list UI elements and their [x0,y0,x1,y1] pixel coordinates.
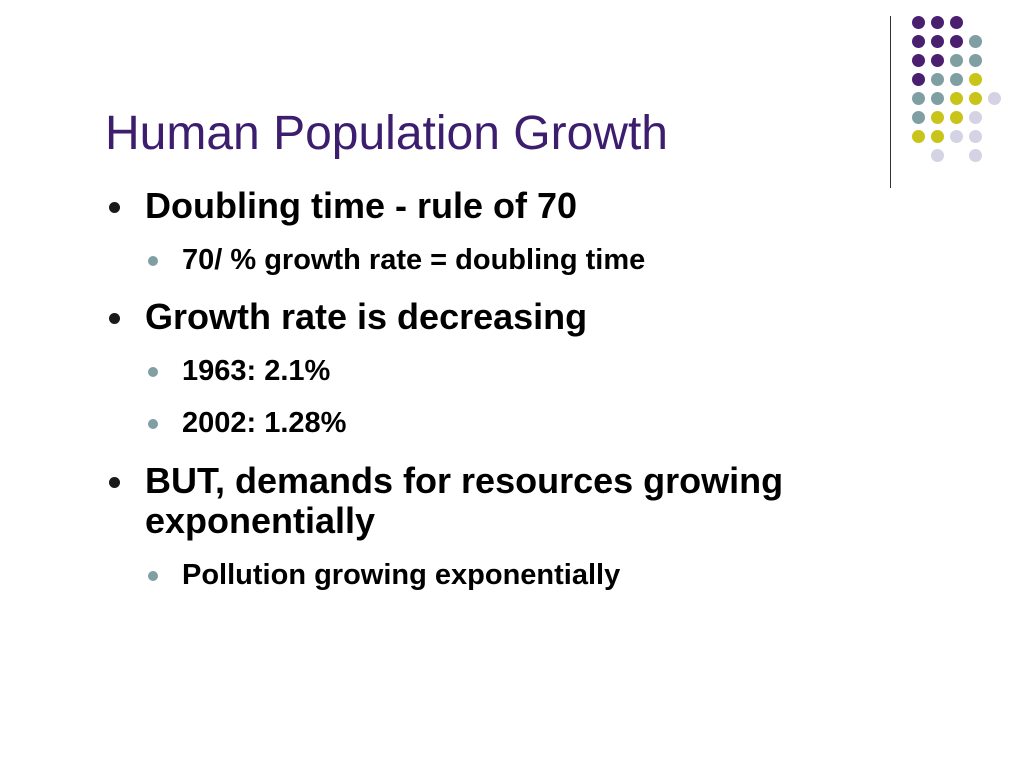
decor-dot [931,54,944,67]
decor-dot [950,111,963,124]
bullet-level1: Doubling time - rule of 70 [105,186,925,226]
decor-dot [969,130,982,143]
decor-dot [969,54,982,67]
decor-dot [931,16,944,29]
decor-dot [912,54,925,67]
bullet-text: Pollution growing exponentially [182,559,621,591]
decor-dot [912,111,925,124]
decor-dot [931,130,944,143]
title-divider-line [890,16,891,188]
bullet-level2: 1963: 2.1% [105,353,925,389]
decor-dot [912,130,925,143]
decor-dot [950,16,963,29]
bullet-level1: BUT, demands for resources growing expon… [105,461,925,541]
decor-dot [969,35,982,48]
decor-dot [969,92,982,105]
decor-dot [931,35,944,48]
decor-dot [931,149,944,162]
bullet-text: 70/ % growth rate = doubling time [182,244,646,276]
bullet-dot-icon [148,571,158,581]
decor-dot [931,92,944,105]
bullet-dot-icon [148,256,158,266]
dot-grid-icon [908,12,1008,172]
decor-dot [931,111,944,124]
bullet-level2: Pollution growing exponentially [105,557,925,593]
bullet-text: 2002: 1.28% [182,407,347,439]
decor-dot [950,54,963,67]
decor-dot [950,130,963,143]
slide-title: Human Population Growth [105,107,668,160]
decor-dot [950,73,963,86]
bullet-text: BUT, demands for resources growing expon… [145,460,784,541]
decor-dot [988,92,1001,105]
bullet-dot-icon [148,419,158,429]
decor-dot [950,35,963,48]
bullet-level1: Growth rate is decreasing [105,297,925,337]
bullet-dot-icon [148,367,158,377]
slide-body: Doubling time - rule of 70 70/ % growth … [105,180,925,593]
decor-dot [912,73,925,86]
bullet-text: 1963: 2.1% [182,355,331,387]
decor-dot [912,35,925,48]
bullet-level2: 2002: 1.28% [105,405,925,441]
bullet-dot-icon [109,202,120,213]
decor-dot [950,92,963,105]
bullet-text: Growth rate is decreasing [145,296,588,337]
bullet-dot-icon [109,477,120,488]
bullet-level2: 70/ % growth rate = doubling time [105,242,925,278]
decor-dot [969,73,982,86]
decor-dot [969,149,982,162]
bullet-dot-icon [109,313,120,324]
decor-dot [912,16,925,29]
decor-dot [931,73,944,86]
bullet-text: Doubling time - rule of 70 [145,185,578,226]
decor-dot [912,92,925,105]
decor-dot [969,111,982,124]
